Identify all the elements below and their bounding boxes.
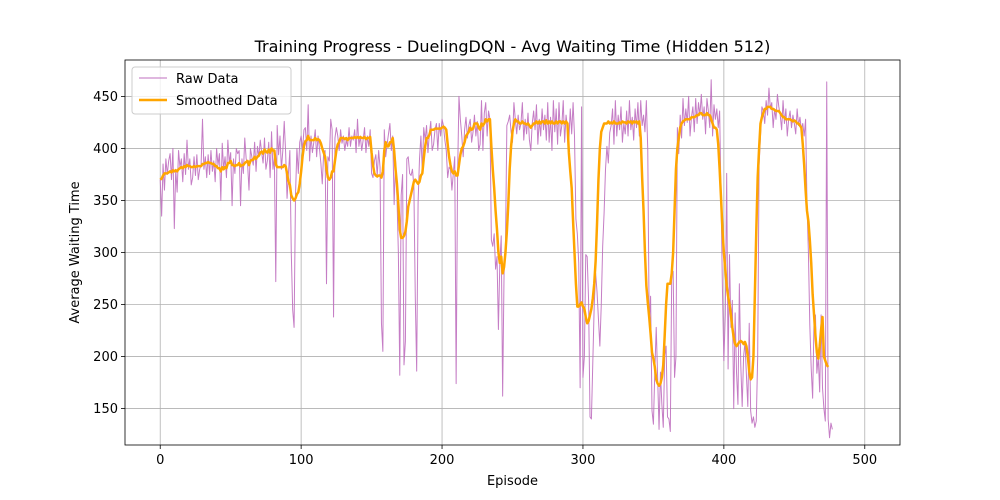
x-tick-label-300: 300 bbox=[571, 453, 596, 468]
x-axis-ticks: 0 100 200 300 400 500 bbox=[156, 445, 877, 468]
x-tick-label-0: 0 bbox=[156, 453, 164, 468]
y-axis-label: Average Waiting Time bbox=[68, 181, 83, 323]
y-tick-label-400: 400 bbox=[93, 142, 118, 157]
x-tick-label-500: 500 bbox=[852, 453, 877, 468]
y-tick-label-250: 250 bbox=[93, 298, 118, 313]
x-tick-label-400: 400 bbox=[711, 453, 736, 468]
y-axis-ticks: 150 200 250 300 350 400 450 bbox=[93, 90, 125, 417]
legend-box bbox=[131, 66, 292, 115]
y-tick-label-350: 350 bbox=[93, 194, 118, 209]
smoothed-data-line bbox=[159, 105, 830, 387]
legend-raw-data-label: Raw Data bbox=[176, 72, 239, 87]
chart-title: Training Progress - DuelingDQN - Avg Wai… bbox=[254, 37, 771, 56]
x-tick-label-100: 100 bbox=[289, 453, 314, 468]
legend: Raw Data Smoothed Data bbox=[131, 66, 292, 115]
y-tick-label-200: 200 bbox=[93, 350, 118, 365]
legend-smoothed-data-label: Smoothed Data bbox=[176, 94, 278, 109]
y-tick-label-150: 150 bbox=[93, 402, 118, 417]
y-tick-label-300: 300 bbox=[93, 246, 118, 261]
x-tick-label-200: 200 bbox=[430, 453, 455, 468]
plot-area bbox=[124, 59, 901, 446]
y-tick-label-450: 450 bbox=[93, 90, 118, 105]
series-layer bbox=[159, 79, 833, 439]
x-axis-label: Episode bbox=[487, 474, 538, 489]
